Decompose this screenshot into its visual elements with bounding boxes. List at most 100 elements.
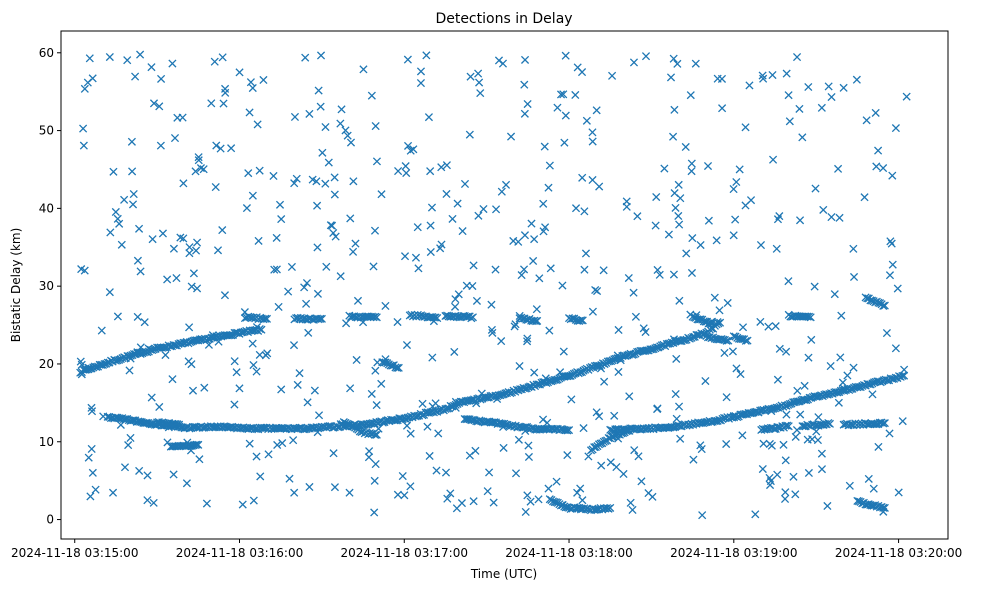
data-point <box>758 71 767 80</box>
data-point <box>271 423 280 432</box>
data-point <box>817 465 827 474</box>
data-point <box>681 142 690 152</box>
data-point <box>619 469 628 479</box>
data-point <box>87 444 96 454</box>
data-point <box>84 453 93 462</box>
data-point <box>468 281 477 291</box>
data-point <box>845 481 854 490</box>
data-point <box>127 416 137 425</box>
data-point <box>372 313 381 322</box>
data-point <box>765 439 774 449</box>
data-point <box>735 165 744 174</box>
data-point <box>346 384 355 393</box>
data-point <box>210 57 219 66</box>
x-axis-label: Time (UTC) <box>470 567 537 581</box>
data-point <box>338 420 347 429</box>
data-point <box>485 468 494 477</box>
data-point <box>621 425 630 434</box>
data-point <box>185 243 194 252</box>
data-point <box>660 164 669 173</box>
data-point <box>804 353 813 362</box>
data-point <box>798 422 807 431</box>
data-point <box>552 477 561 486</box>
data-point <box>900 365 909 374</box>
data-point <box>784 422 793 431</box>
data-point <box>781 456 790 465</box>
data-point <box>448 214 457 223</box>
data-point <box>235 384 244 393</box>
data-point <box>756 317 765 326</box>
data-point <box>238 500 247 509</box>
data-point <box>775 212 784 221</box>
data-point <box>791 432 800 441</box>
data-point <box>686 310 695 319</box>
data-point <box>158 229 167 238</box>
data-point <box>523 334 532 343</box>
data-point <box>114 414 124 423</box>
data-point <box>553 103 562 112</box>
data-point <box>807 335 816 344</box>
data-point <box>259 315 268 324</box>
data-point <box>675 296 684 305</box>
data-point <box>133 348 142 357</box>
data-point <box>252 323 262 332</box>
data-point <box>595 182 604 191</box>
data-point <box>743 336 752 345</box>
data-point <box>321 122 330 132</box>
data-point <box>372 430 381 439</box>
data-point <box>242 204 251 213</box>
data-point <box>216 144 225 153</box>
data-point <box>852 75 861 84</box>
data-point <box>355 427 364 436</box>
data-point <box>403 55 412 64</box>
data-point <box>170 133 180 143</box>
data-point <box>629 288 638 297</box>
data-point <box>79 124 88 133</box>
data-point <box>532 380 541 389</box>
data-point <box>789 472 798 481</box>
data-point <box>79 141 88 150</box>
data-point <box>262 314 272 323</box>
data-point <box>352 355 361 365</box>
data-point <box>462 312 471 321</box>
data-point <box>840 385 849 394</box>
data-point <box>687 159 696 168</box>
data-point <box>269 171 278 181</box>
chart-title: Detections in Delay <box>435 11 572 27</box>
data-point <box>273 440 282 450</box>
data-point <box>578 316 587 325</box>
data-point <box>329 449 338 458</box>
data-point <box>810 282 819 291</box>
data-point <box>653 265 662 275</box>
data-point <box>860 193 869 202</box>
data-point <box>688 234 697 243</box>
data-point <box>831 388 841 397</box>
data-point <box>671 390 680 399</box>
data-point <box>312 177 321 186</box>
data-point <box>290 179 299 188</box>
data-point <box>867 501 876 510</box>
data-point <box>248 339 257 348</box>
data-point <box>540 142 549 151</box>
data-point <box>105 288 114 297</box>
data-point <box>514 435 523 444</box>
data-point <box>546 264 555 273</box>
x-tick-label: 2024-11-18 03:20:00 <box>835 546 962 560</box>
data-point <box>673 59 682 68</box>
data-point <box>87 403 96 412</box>
data-point <box>827 92 836 102</box>
data-point <box>736 334 745 344</box>
data-point <box>614 434 623 443</box>
data-point <box>739 410 748 419</box>
data-point <box>791 490 800 499</box>
data-point <box>515 311 524 320</box>
data-point <box>441 468 451 477</box>
data-point <box>275 200 285 209</box>
data-point <box>544 183 553 192</box>
data-point <box>782 410 791 419</box>
data-point <box>545 161 554 170</box>
data-point <box>457 499 467 508</box>
data-point <box>814 413 823 422</box>
data-point <box>795 216 805 225</box>
